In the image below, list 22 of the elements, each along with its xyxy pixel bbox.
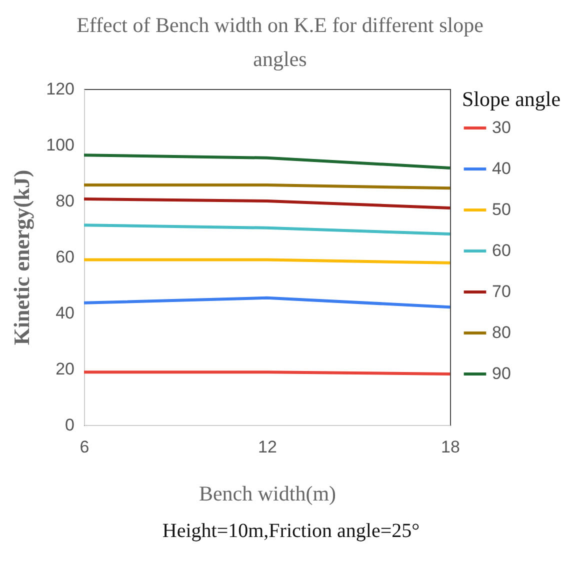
legend-label: 30 [492,118,511,137]
y-tick-label: 120 [46,80,74,98]
y-tick-label: 100 [46,136,74,154]
y-tick-label: 0 [65,416,74,434]
y-tick-label: 80 [56,192,74,210]
y-tick-label: 60 [56,248,74,266]
legend-label: 60 [492,241,511,260]
legend-label: 50 [492,200,511,219]
legend-label: 80 [492,323,511,342]
legend-label: 90 [492,364,511,383]
x-axis-title: Bench width(m) [198,482,336,506]
legend-title: Slope angle [462,87,561,111]
x-tick-label: 18 [441,438,460,456]
legend-label: 70 [492,282,511,301]
x-tick-label: 6 [80,438,90,456]
y-tick-label: 40 [56,304,74,322]
text: Height=10m,Friction angle=25° [161,520,421,543]
y-axis-title: Kinetic energy(kJ) [9,170,34,346]
x-tick-label: 12 [258,438,277,456]
legend-label: 40 [492,159,511,178]
chart-title: Effect of Bench width on K.E for different slope angles [76,12,484,73]
y-tick-label: 20 [56,360,74,378]
